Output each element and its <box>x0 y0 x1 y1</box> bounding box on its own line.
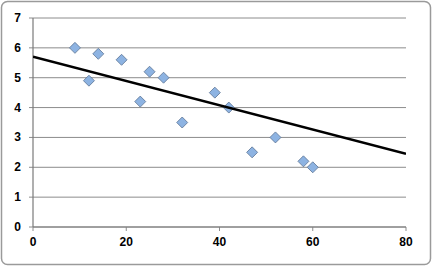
point <box>144 66 155 77</box>
y-tick-label: 3 <box>14 130 21 144</box>
x-tick <box>406 227 407 231</box>
chart-frame <box>2 2 431 265</box>
x-tick <box>219 227 220 231</box>
x-tick <box>33 227 34 231</box>
point <box>69 42 80 53</box>
x-tick-label: 0 <box>30 235 37 249</box>
y-tick-label: 4 <box>14 101 21 115</box>
y-tick-label: 7 <box>14 11 21 25</box>
point <box>298 156 309 167</box>
point <box>158 72 169 83</box>
chart: 0 1 2 3 4 5 6 7 0 20 40 60 80 <box>0 0 432 266</box>
point <box>209 87 220 98</box>
y-axis <box>32 18 33 227</box>
x-tick-label: 40 <box>213 235 227 249</box>
point <box>83 75 94 86</box>
grid-line <box>33 227 406 228</box>
point <box>116 54 127 65</box>
y-tick-label: 5 <box>14 71 21 85</box>
point <box>247 147 258 158</box>
point <box>93 48 104 59</box>
grid-line <box>33 107 406 108</box>
y-tick-label: 1 <box>14 190 21 204</box>
point <box>270 132 281 143</box>
trend-line <box>33 57 406 154</box>
point <box>135 96 146 107</box>
grid-line <box>33 167 406 168</box>
x-tick <box>126 227 127 231</box>
y-tick-label: 0 <box>14 220 21 234</box>
y-tick-label: 2 <box>14 160 21 174</box>
y-tick-label: 6 <box>14 41 21 55</box>
x-tick <box>312 227 313 231</box>
x-tick-label: 60 <box>306 235 320 249</box>
x-tick-label: 20 <box>120 235 134 249</box>
grid-line <box>33 137 406 138</box>
grid-line <box>33 47 406 48</box>
point <box>177 117 188 128</box>
point <box>307 162 318 173</box>
grid-line <box>33 18 406 19</box>
plot-area <box>33 42 406 172</box>
x-tick-label: 80 <box>399 235 413 249</box>
grid-line <box>33 197 406 198</box>
x-axis <box>33 226 406 227</box>
